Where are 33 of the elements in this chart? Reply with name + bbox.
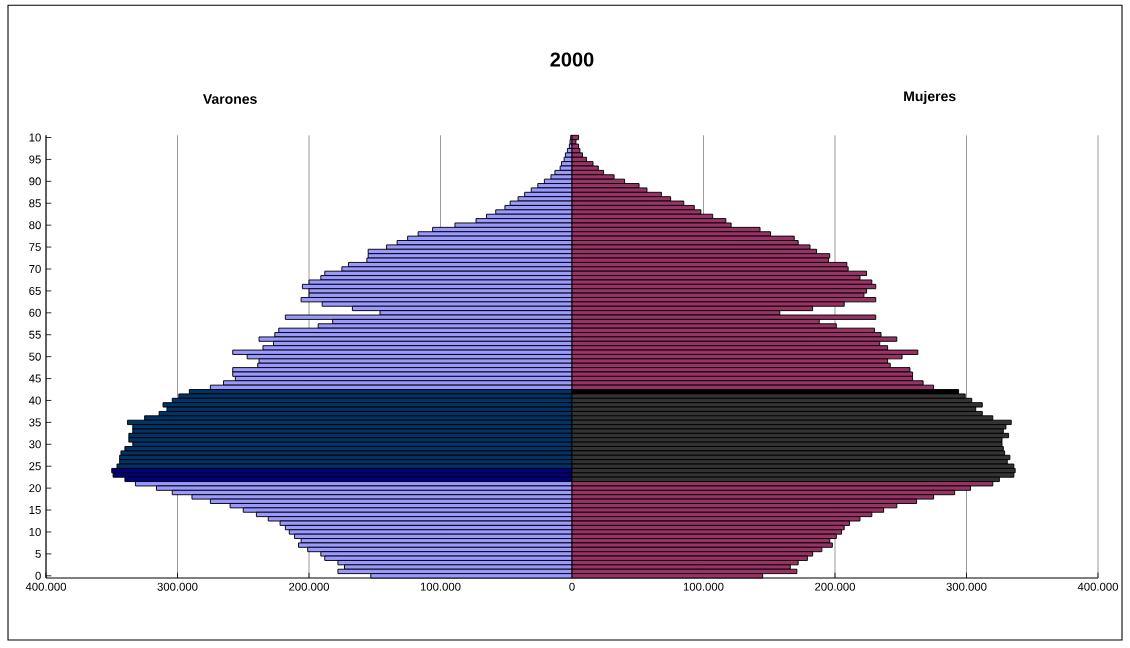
y-tick-label: 55 [29, 330, 41, 339]
y-tick-label: 10 [29, 133, 41, 142]
y-tick-label: 75 [29, 243, 41, 252]
y-tick-label: 15 [29, 506, 41, 514]
y-tick-label: 35 [29, 418, 41, 427]
y-tick-label: 10 [29, 527, 41, 536]
chart-title: 2000 [550, 52, 594, 67]
x-tick-label: 300.000 [157, 582, 198, 591]
y-tick-label: 50 [29, 352, 41, 361]
x-tick-label: 200.000 [815, 582, 856, 591]
y-tick-label: 95 [29, 155, 41, 164]
y-tick-label: 0 [35, 571, 41, 580]
x-tick-label: 100.000 [683, 582, 724, 591]
x-tick-label: 200.000 [289, 582, 330, 591]
y-tick-label: 5 [35, 549, 41, 558]
text: Mujeres [904, 90, 956, 104]
x-tick-label: 400.000 [25, 582, 67, 591]
y-tick-label: 85 [29, 199, 41, 208]
y-tick-label: 30 [29, 440, 41, 449]
y-tick-label: 40 [28, 396, 41, 405]
y-tick-label: 90 [29, 177, 41, 186]
y-tick-label: 45 [28, 374, 41, 383]
x-tick-label: 300.000 [946, 582, 987, 591]
x-tick-label: 400.000 [1077, 582, 1119, 591]
y-tick-label: 25 [29, 462, 41, 471]
y-tick-label: 20 [29, 484, 41, 493]
x-tick-label: 0 [569, 582, 575, 591]
x-tick-label: 100.000 [420, 582, 461, 591]
y-tick-label: 65 [29, 286, 41, 295]
y-tick-label: 60 [29, 308, 41, 317]
y-tick-label: 80 [29, 221, 41, 230]
y-tick-label: 70 [29, 264, 41, 273]
text: Varones [202, 94, 257, 104]
